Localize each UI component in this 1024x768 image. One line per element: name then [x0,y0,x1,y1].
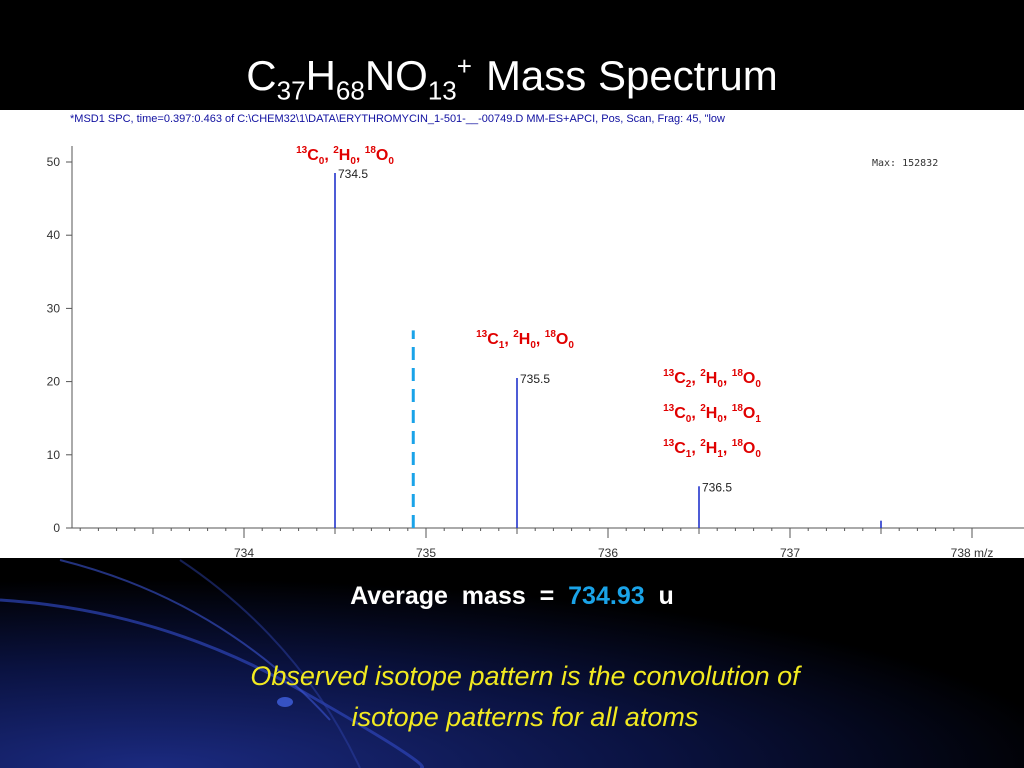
y-tick-label: 40 [47,228,61,242]
x-tick-label: 737 [780,546,800,558]
average-mass-value: 734.93 [568,582,645,610]
average-mass-label: Average mass = [350,582,555,610]
mass-spectrum-chart: *MSD1 SPC, time=0.397:0.463 of C:\CHEM32… [47,113,1024,558]
x-tick-label: 734 [234,546,254,558]
y-tick-label: 0 [53,521,60,535]
isotope-annotation: 13C2, 2H0, 18O0 [663,368,761,390]
isotope-annotation: 13C0, 2H0, 18O0 [296,145,394,167]
peak-label-1: 734.5 [338,167,368,181]
peak-label-2: 735.5 [520,372,550,386]
average-mass-unit: u [658,582,674,610]
isotope-annotation: 13C1, 2H0, 18O0 [476,329,574,351]
spectrum-header: *MSD1 SPC, time=0.397:0.463 of C:\CHEM32… [70,113,725,125]
y-tick-label: 30 [47,301,61,315]
isotope-annotation: 13C1, 2H1, 18O0 [663,438,761,460]
y-tick-label: 20 [47,375,61,389]
isotope-note-line-1: Observed isotope pattern is the convolut… [250,661,800,691]
y-tick-label: 10 [47,448,61,462]
x-tick-label: 735 [416,546,436,558]
spectrum-panel: *MSD1 SPC, time=0.397:0.463 of C:\CHEM32… [0,110,1024,558]
x-tick-label: 738 m/z [951,546,994,558]
x-tick-label: 736 [598,546,618,558]
isotope-note-line-2: isotope patterns for all atoms [351,702,699,732]
y-tick-label: 50 [47,155,61,169]
isotope-note: Observed isotope pattern is the convolut… [180,656,870,738]
average-mass-line: Average mass = 734.93 u [0,582,1024,611]
max-intensity-label: Max: 152832 [872,158,938,169]
isotope-annotation: 13C0, 2H0, 18O1 [663,403,761,425]
peak-label-3: 736.5 [702,480,732,494]
slide-title: C37H68NO13+ Mass Spectrum [246,51,778,106]
